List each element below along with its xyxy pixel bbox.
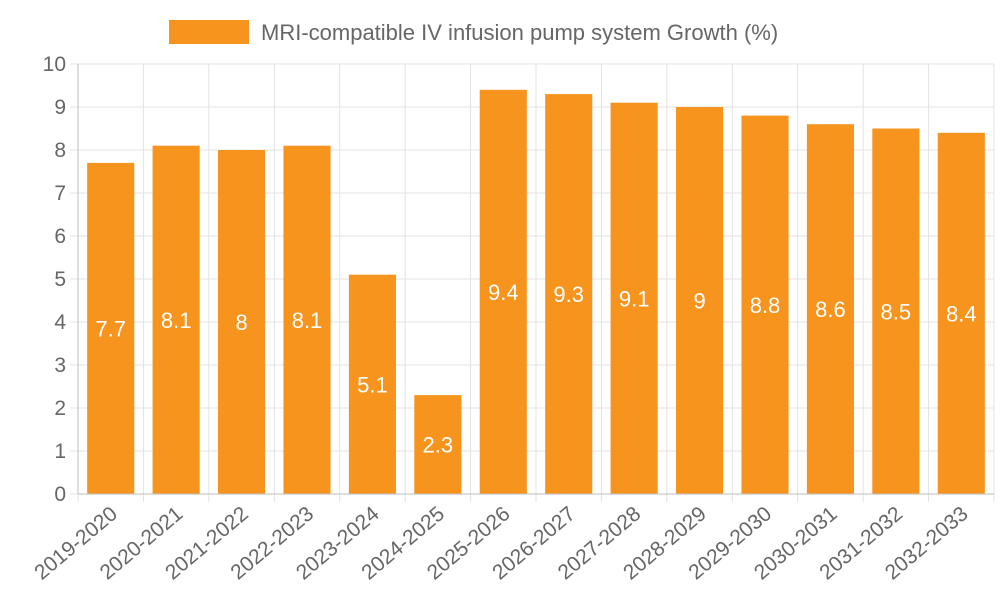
- bar-value-label: 5.1: [357, 372, 388, 397]
- y-tick-label: 7: [54, 182, 66, 205]
- bar-value-label: 8: [235, 310, 247, 335]
- y-tick-label: 0: [54, 483, 66, 506]
- bar[interactable]: [479, 89, 527, 495]
- y-tick-label: 2: [54, 397, 66, 420]
- bar-value-label: 9.3: [553, 282, 584, 307]
- bar[interactable]: [348, 274, 396, 494]
- y-tick-label: 1: [54, 440, 66, 463]
- bar[interactable]: [545, 94, 593, 494]
- bar[interactable]: [87, 162, 135, 494]
- bar-value-label: 8.1: [161, 308, 192, 333]
- gridlines: [70, 63, 995, 502]
- bar-value-label: 8.8: [750, 293, 781, 318]
- bar[interactable]: [937, 132, 985, 495]
- bar[interactable]: [610, 102, 658, 494]
- bar-value-label: 9.4: [488, 280, 519, 305]
- bar-value-label: 8.6: [815, 297, 846, 322]
- y-tick-label: 4: [54, 311, 66, 334]
- legend[interactable]: MRI-compatible IV infusion pump system G…: [169, 20, 778, 45]
- bar-value-label: 2.3: [423, 433, 454, 458]
- bar[interactable]: [283, 145, 331, 494]
- bar-value-label: 8.1: [292, 308, 323, 333]
- bar-value-label: 8.4: [946, 301, 977, 326]
- y-tick-label: 9: [54, 96, 66, 119]
- bar[interactable]: [806, 124, 854, 494]
- bar-value-label: 7.7: [95, 316, 126, 341]
- bar[interactable]: [676, 107, 724, 494]
- bars: 7.7 8.1 8 8.1 5.1 2.3 9.4 9.3 9.1 9 8.8 8.6 8.5 8.4: [87, 89, 985, 495]
- bar[interactable]: [872, 128, 920, 495]
- bar-value-label: 9: [693, 289, 705, 314]
- bar[interactable]: [741, 115, 789, 494]
- y-tick-label: 3: [54, 354, 66, 377]
- y-tick-label: 8: [54, 139, 66, 162]
- y-tick-label: 10: [43, 53, 66, 76]
- y-tick-label: 5: [54, 268, 66, 291]
- bar[interactable]: [218, 150, 266, 494]
- bar[interactable]: [152, 145, 200, 494]
- bar[interactable]: [414, 395, 462, 494]
- bar-value-label: 9.1: [619, 286, 650, 311]
- bar-value-label: 8.5: [881, 299, 912, 324]
- y-tick-label: 6: [54, 225, 66, 248]
- legend-swatch: [169, 20, 249, 44]
- legend-label: MRI-compatible IV infusion pump system G…: [261, 20, 778, 45]
